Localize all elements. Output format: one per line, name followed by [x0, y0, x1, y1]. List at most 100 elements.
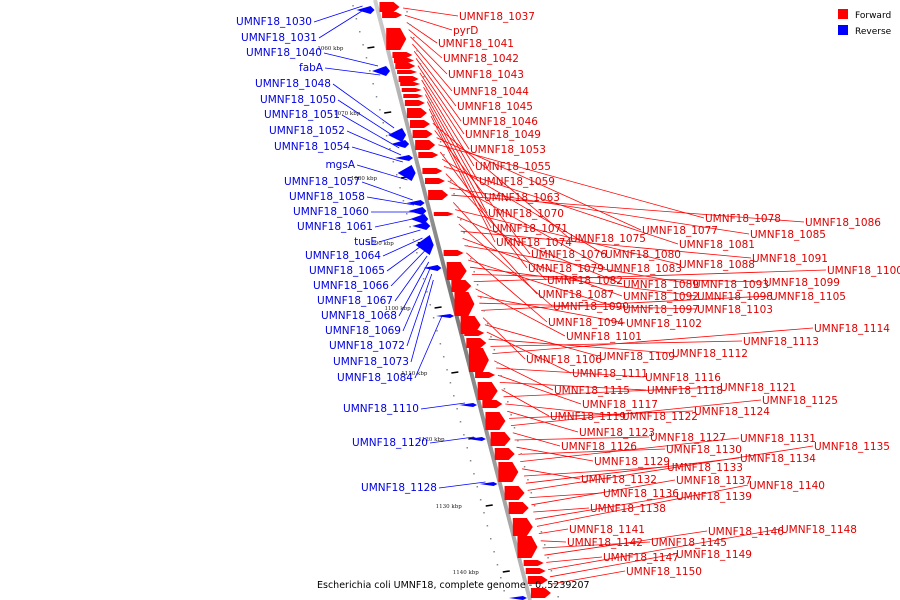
gene-label-forward[interactable]: UMNF18_1125 — [762, 395, 838, 407]
gene-feature-forward[interactable] — [406, 108, 427, 118]
gene-label-forward[interactable]: UMNF18_1135 — [814, 441, 890, 453]
gene-feature-forward[interactable] — [404, 100, 425, 106]
gene-feature-reverse[interactable] — [479, 482, 498, 486]
gene-label-forward[interactable]: UMNF18_1122 — [622, 411, 698, 423]
gene-label-forward[interactable]: UMNF18_1098 — [697, 291, 773, 303]
gene-label-forward[interactable]: UMNF18_1093 — [693, 279, 769, 291]
gene-feature-forward[interactable] — [454, 292, 475, 316]
gene-feature-forward[interactable] — [517, 536, 538, 558]
gene-label-forward[interactable]: UMNF18_1045 — [457, 101, 533, 113]
gene-label-forward[interactable]: UMNF18_1115 — [554, 385, 630, 397]
gene-label-forward[interactable]: UMNF18_1121 — [720, 382, 796, 394]
gene-feature-forward[interactable] — [412, 130, 433, 138]
gene-label-reverse[interactable]: UMNF18_1067 — [317, 295, 393, 307]
gene-label-forward[interactable]: UMNF18_1044 — [453, 86, 529, 98]
gene-feature-forward[interactable] — [403, 94, 424, 98]
gene-feature-reverse[interactable] — [372, 66, 391, 76]
gene-feature-forward[interactable] — [415, 140, 436, 150]
gene-feature-forward[interactable] — [392, 52, 413, 58]
gene-label-reverse[interactable]: UMNF18_1110 — [343, 403, 419, 415]
gene-label-reverse[interactable]: UMNF18_1084 — [337, 372, 413, 384]
gene-label-forward[interactable]: UMNF18_1080 — [605, 249, 681, 261]
gene-label-forward[interactable]: UMNF18_1059 — [479, 176, 555, 188]
gene-label-forward[interactable]: UMNF18_1114 — [814, 323, 890, 335]
gene-label-forward[interactable]: UMNF18_1092 — [623, 291, 699, 303]
gene-label-forward[interactable]: UMNF18_1148 — [781, 524, 857, 536]
gene-label-forward[interactable]: UMNF18_1124 — [694, 406, 770, 418]
gene-label-forward[interactable]: UMNF18_1081 — [679, 239, 755, 251]
gene-label-reverse[interactable]: UMNF18_1057 — [284, 176, 360, 188]
gene-feature-forward[interactable] — [527, 576, 548, 584]
gene-label-forward[interactable]: UMNF18_1109 — [599, 351, 675, 363]
gene-label-forward[interactable]: UMNF18_1105 — [770, 291, 846, 303]
gene-feature-forward[interactable] — [460, 316, 481, 334]
gene-feature-forward[interactable] — [482, 400, 503, 408]
gene-feature-forward[interactable] — [433, 212, 454, 216]
gene-feature-forward[interactable] — [382, 12, 403, 18]
gene-label-forward[interactable]: UMNF18_1074 — [496, 237, 572, 249]
gene-label-forward[interactable]: UMNF18_1136 — [603, 488, 679, 500]
gene-label-forward[interactable]: UMNF18_1094 — [548, 317, 624, 329]
gene-label-forward[interactable]: UMNF18_1126 — [561, 441, 637, 453]
gene-label-reverse[interactable]: UMNF18_1061 — [297, 221, 373, 233]
gene-label-forward[interactable]: UMNF18_1101 — [566, 331, 642, 343]
gene-feature-forward[interactable] — [464, 330, 485, 336]
gene-feature-forward[interactable] — [422, 168, 443, 174]
gene-label-forward[interactable]: UMNF18_1112 — [672, 348, 748, 360]
gene-feature-forward[interactable] — [468, 348, 489, 372]
gene-feature-forward[interactable] — [477, 382, 498, 400]
gene-feature-forward[interactable] — [512, 518, 533, 536]
gene-label-forward[interactable]: UMNF18_1063 — [484, 192, 560, 204]
gene-feature-reverse[interactable] — [423, 265, 442, 271]
gene-label-forward[interactable]: UMNF18_1076 — [531, 249, 607, 261]
gene-label-forward[interactable]: UMNF18_1087 — [538, 289, 614, 301]
gene-feature-forward[interactable] — [504, 486, 525, 500]
gene-feature-reverse[interactable] — [391, 140, 410, 148]
gene-feature-forward[interactable] — [401, 88, 422, 92]
gene-feature-forward[interactable] — [410, 120, 430, 128]
gene-label-forward[interactable]: UMNF18_1043 — [448, 69, 524, 81]
gene-feature-forward[interactable] — [386, 28, 407, 50]
gene-label-forward[interactable]: UMNF18_1077 — [642, 225, 718, 237]
gene-label-forward[interactable]: UMNF18_1117 — [582, 399, 658, 411]
gene-feature-forward[interactable] — [400, 82, 421, 86]
gene-label-forward[interactable]: UMNF18_1134 — [740, 453, 816, 465]
gene-feature-forward[interactable] — [451, 280, 472, 292]
gene-label-forward[interactable]: UMNF18_1129 — [594, 456, 670, 468]
gene-label-forward[interactable]: UMNF18_1141 — [569, 524, 645, 536]
gene-label-forward[interactable]: UMNF18_1055 — [475, 161, 551, 173]
gene-label-forward[interactable]: UMNF18_1133 — [667, 462, 743, 474]
gene-label-forward[interactable]: UMNF18_1130 — [666, 444, 742, 456]
gene-feature-forward[interactable] — [397, 70, 418, 74]
gene-label-reverse[interactable]: UMNF18_1051 — [264, 109, 340, 121]
gene-feature-reverse[interactable] — [395, 155, 414, 161]
gene-label-forward[interactable]: UMNF18_1149 — [676, 549, 752, 561]
gene-feature-reverse[interactable] — [467, 437, 486, 441]
gene-feature-forward[interactable] — [418, 152, 439, 158]
gene-feature-forward[interactable] — [485, 412, 506, 430]
gene-label-forward[interactable]: UMNF18_1123 — [579, 427, 655, 439]
gene-label-forward[interactable]: UMNF18_1083 — [606, 263, 682, 275]
gene-label-reverse[interactable]: UMNF18_1072 — [329, 340, 405, 352]
gene-feature-forward[interactable] — [530, 588, 551, 598]
gene-label-forward[interactable]: UMNF18_1116 — [645, 372, 721, 384]
gene-label-forward[interactable]: UMNF18_1041 — [438, 38, 514, 50]
gene-label-reverse[interactable]: UMNF18_1128 — [361, 482, 437, 494]
gene-label-forward[interactable]: UMNF18_1037 — [459, 11, 535, 23]
gene-label-forward[interactable]: UMNF18_1079 — [528, 263, 604, 275]
gene-label-forward[interactable]: UMNF18_1146 — [708, 526, 784, 538]
gene-feature-forward[interactable] — [466, 338, 487, 348]
gene-feature-reverse[interactable] — [415, 235, 434, 255]
gene-label-reverse[interactable]: UMNF18_1048 — [255, 78, 331, 90]
gene-feature-forward[interactable] — [498, 462, 519, 482]
gene-label-forward[interactable]: UMNF18_1113 — [743, 336, 819, 348]
gene-label-forward[interactable]: UMNF18_1053 — [470, 144, 546, 156]
gene-label-forward[interactable]: UMNF18_1049 — [465, 129, 541, 141]
gene-label-reverse[interactable]: tusE — [354, 236, 377, 248]
gene-label-forward[interactable]: UMNF18_1139 — [676, 491, 752, 503]
gene-label-forward[interactable]: UMNF18_1042 — [443, 53, 519, 65]
gene-feature-forward[interactable] — [475, 372, 496, 378]
gene-label-forward[interactable]: UMNF18_1131 — [740, 433, 816, 445]
gene-label-forward[interactable]: UMNF18_1145 — [651, 537, 727, 549]
gene-label-forward[interactable]: UMNF18_1150 — [626, 566, 702, 578]
